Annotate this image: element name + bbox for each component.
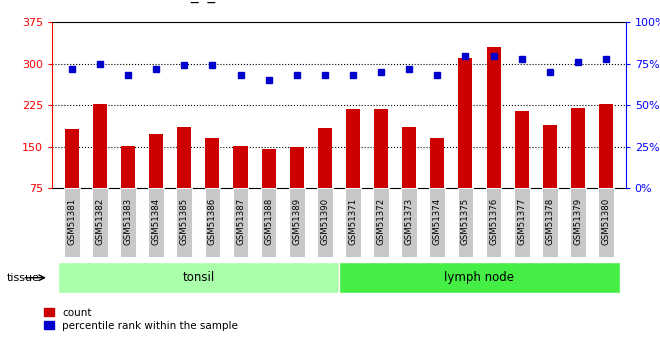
FancyBboxPatch shape xyxy=(289,188,305,257)
Text: GSM51385: GSM51385 xyxy=(180,198,189,245)
Text: GSM51388: GSM51388 xyxy=(264,198,273,245)
FancyBboxPatch shape xyxy=(64,188,80,257)
Bar xyxy=(93,104,107,188)
FancyBboxPatch shape xyxy=(58,262,339,293)
FancyBboxPatch shape xyxy=(339,262,620,293)
Text: GSM51380: GSM51380 xyxy=(601,198,610,245)
Bar xyxy=(599,104,613,188)
Text: tonsil: tonsil xyxy=(182,271,214,284)
Bar xyxy=(402,127,416,188)
Text: GSM51374: GSM51374 xyxy=(433,198,442,245)
Bar xyxy=(459,58,473,188)
Text: GSM51376: GSM51376 xyxy=(489,198,498,245)
Bar xyxy=(121,146,135,188)
Bar xyxy=(205,138,219,188)
Text: GSM51384: GSM51384 xyxy=(152,198,160,245)
FancyBboxPatch shape xyxy=(570,188,586,257)
Text: GSM51387: GSM51387 xyxy=(236,198,245,245)
FancyBboxPatch shape xyxy=(430,188,446,257)
Text: GSM51375: GSM51375 xyxy=(461,198,470,245)
Text: GSM51383: GSM51383 xyxy=(123,198,133,245)
FancyBboxPatch shape xyxy=(513,188,529,257)
Text: GDS1618 / 215359_x_at: GDS1618 / 215359_x_at xyxy=(46,0,230,3)
Bar xyxy=(346,109,360,188)
Text: GSM51382: GSM51382 xyxy=(96,198,104,245)
FancyBboxPatch shape xyxy=(120,188,136,257)
Legend: count, percentile rank within the sample: count, percentile rank within the sample xyxy=(40,304,242,335)
Text: GSM51381: GSM51381 xyxy=(67,198,77,245)
Bar xyxy=(234,146,248,188)
Bar xyxy=(515,111,529,188)
Text: GSM51379: GSM51379 xyxy=(574,198,582,245)
FancyBboxPatch shape xyxy=(176,188,192,257)
Bar xyxy=(374,109,388,188)
Bar xyxy=(149,135,163,188)
FancyBboxPatch shape xyxy=(486,188,502,257)
FancyBboxPatch shape xyxy=(345,188,361,257)
Bar xyxy=(261,149,276,188)
Text: lymph node: lymph node xyxy=(444,271,515,284)
Text: GSM51373: GSM51373 xyxy=(405,198,414,245)
FancyBboxPatch shape xyxy=(205,188,220,257)
FancyBboxPatch shape xyxy=(92,188,108,257)
Bar xyxy=(178,127,191,188)
Text: GSM51372: GSM51372 xyxy=(377,198,385,245)
FancyBboxPatch shape xyxy=(542,188,558,257)
FancyBboxPatch shape xyxy=(148,188,164,257)
FancyBboxPatch shape xyxy=(598,188,614,257)
Text: GSM51371: GSM51371 xyxy=(348,198,358,245)
Bar xyxy=(318,128,332,188)
FancyBboxPatch shape xyxy=(261,188,277,257)
Bar xyxy=(65,129,79,188)
FancyBboxPatch shape xyxy=(232,188,248,257)
Text: GSM51389: GSM51389 xyxy=(292,198,301,245)
Text: GSM51386: GSM51386 xyxy=(208,198,217,245)
Bar xyxy=(571,108,585,188)
Bar xyxy=(430,138,444,188)
Bar xyxy=(543,125,557,188)
Text: GSM51390: GSM51390 xyxy=(320,198,329,245)
Text: tissue: tissue xyxy=(7,273,40,283)
Text: GSM51377: GSM51377 xyxy=(517,198,526,245)
FancyBboxPatch shape xyxy=(317,188,333,257)
Bar xyxy=(486,47,500,188)
FancyBboxPatch shape xyxy=(457,188,473,257)
Bar xyxy=(290,147,304,188)
Text: GSM51378: GSM51378 xyxy=(545,198,554,245)
FancyBboxPatch shape xyxy=(401,188,417,257)
FancyBboxPatch shape xyxy=(373,188,389,257)
